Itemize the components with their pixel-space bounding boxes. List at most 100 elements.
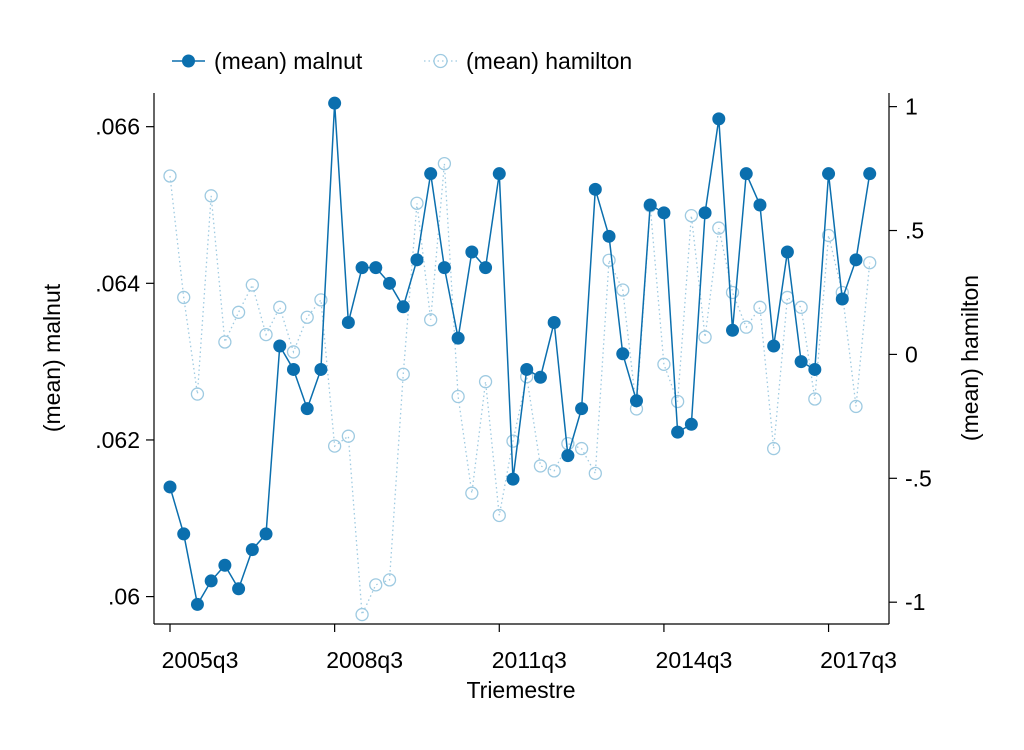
data-point-malnut bbox=[245, 543, 259, 557]
data-point-malnut bbox=[355, 261, 369, 275]
data-point-malnut bbox=[698, 206, 712, 220]
data-point-malnut bbox=[575, 402, 589, 416]
data-point-malnut bbox=[684, 417, 698, 431]
data-point-hamilton bbox=[684, 209, 699, 223]
series-hamilton bbox=[163, 156, 877, 622]
data-point-malnut bbox=[314, 362, 328, 376]
data-point-malnut bbox=[465, 245, 479, 259]
data-point-malnut bbox=[835, 292, 849, 306]
legend-marker-malnut bbox=[182, 54, 195, 68]
plot-area bbox=[163, 96, 877, 622]
data-point-malnut bbox=[190, 597, 204, 611]
x-tick-label: 2014q3 bbox=[656, 647, 733, 673]
data-point-hamilton bbox=[780, 290, 795, 305]
data-point-malnut bbox=[369, 261, 383, 275]
data-point-malnut bbox=[808, 362, 822, 376]
y-left-tick-label: .066 bbox=[95, 114, 140, 140]
legend-entry-malnut: (mean) malnut bbox=[172, 48, 363, 74]
data-point-malnut bbox=[712, 112, 726, 126]
data-point-malnut bbox=[341, 315, 355, 329]
data-point-hamilton bbox=[355, 607, 369, 622]
data-point-malnut bbox=[218, 558, 232, 572]
y-left-tick-label: .062 bbox=[95, 427, 140, 453]
data-point-malnut bbox=[300, 402, 314, 416]
data-point-hamilton bbox=[506, 434, 520, 448]
data-point-hamilton bbox=[163, 169, 177, 183]
data-point-malnut bbox=[822, 167, 836, 181]
data-point-hamilton bbox=[465, 486, 479, 500]
data-point-hamilton bbox=[863, 256, 877, 270]
data-point-hamilton bbox=[616, 283, 630, 297]
data-point-hamilton bbox=[794, 300, 808, 314]
data-point-malnut bbox=[492, 167, 506, 181]
x-tick-label: 2008q3 bbox=[326, 647, 403, 673]
y-right-tick-label: .5 bbox=[905, 218, 924, 244]
x-tick-label: 2017q3 bbox=[820, 647, 897, 673]
data-point-hamilton bbox=[739, 320, 753, 334]
x-axis-title: Triemestre bbox=[466, 677, 575, 703]
y-left-ticks: .06 .062 .064 .066 bbox=[95, 114, 154, 610]
data-point-malnut bbox=[863, 167, 877, 181]
data-point-malnut bbox=[177, 527, 191, 541]
data-point-malnut bbox=[780, 245, 794, 259]
data-point-hamilton bbox=[767, 441, 781, 456]
data-point-malnut bbox=[849, 253, 863, 267]
y-right-tick-label: 1 bbox=[905, 94, 918, 120]
data-point-malnut bbox=[286, 362, 300, 376]
data-point-malnut bbox=[767, 339, 781, 353]
data-point-hamilton bbox=[218, 335, 232, 349]
data-point-hamilton bbox=[437, 156, 452, 171]
data-point-hamilton bbox=[808, 392, 822, 406]
data-point-hamilton bbox=[821, 228, 836, 243]
data-point-hamilton bbox=[410, 196, 424, 210]
data-point-malnut bbox=[739, 167, 753, 181]
y-left-tick-label: .064 bbox=[95, 270, 140, 296]
data-point-hamilton bbox=[574, 441, 589, 456]
x-tick-label: 2011q3 bbox=[492, 647, 567, 673]
data-point-malnut bbox=[561, 449, 575, 463]
legend: (mean) malnut (mean) hamilton bbox=[172, 48, 632, 74]
data-point-malnut bbox=[726, 323, 740, 337]
data-point-hamilton bbox=[424, 313, 438, 327]
data-point-hamilton bbox=[478, 375, 493, 389]
data-point-malnut bbox=[629, 394, 643, 408]
data-point-hamilton bbox=[382, 573, 397, 587]
data-point-malnut bbox=[437, 261, 451, 275]
data-point-hamilton bbox=[327, 439, 342, 453]
data-point-hamilton bbox=[259, 327, 273, 342]
data-point-malnut bbox=[383, 276, 397, 290]
data-point-hamilton bbox=[314, 293, 328, 307]
data-point-malnut bbox=[396, 300, 410, 314]
data-point-malnut bbox=[602, 229, 616, 243]
data-point-hamilton bbox=[670, 394, 685, 409]
data-point-malnut bbox=[588, 182, 602, 196]
data-point-hamilton bbox=[396, 367, 410, 381]
data-point-hamilton bbox=[492, 508, 506, 523]
data-point-malnut bbox=[506, 472, 520, 486]
legend-marker-hamilton bbox=[433, 53, 448, 69]
data-point-malnut bbox=[163, 480, 177, 494]
data-point-malnut bbox=[451, 331, 465, 345]
series-line-hamilton bbox=[169, 163, 871, 618]
data-point-malnut bbox=[616, 347, 630, 361]
data-point-malnut bbox=[479, 261, 493, 275]
data-point-hamilton bbox=[231, 305, 246, 319]
data-point-malnut bbox=[547, 315, 561, 329]
x-ticks: 2005q3 2008q3 2011q3 2014q3 2017q3 bbox=[162, 624, 897, 673]
data-point-malnut bbox=[643, 198, 657, 212]
data-point-hamilton bbox=[588, 466, 602, 480]
data-point-hamilton bbox=[204, 189, 218, 203]
data-point-malnut bbox=[424, 167, 438, 181]
series-malnut bbox=[163, 96, 877, 611]
x-tick-label: 2005q3 bbox=[162, 647, 239, 673]
legend-label-hamilton: (mean) hamilton bbox=[466, 48, 632, 74]
data-point-malnut bbox=[520, 362, 534, 376]
data-point-malnut bbox=[259, 527, 273, 541]
y-right-axis-title: (mean) hamilton bbox=[957, 275, 983, 441]
data-point-malnut bbox=[273, 339, 287, 353]
data-point-hamilton bbox=[725, 285, 740, 300]
data-point-malnut bbox=[753, 198, 767, 212]
data-point-hamilton bbox=[602, 253, 616, 267]
y-right-tick-label: -1 bbox=[905, 589, 925, 615]
